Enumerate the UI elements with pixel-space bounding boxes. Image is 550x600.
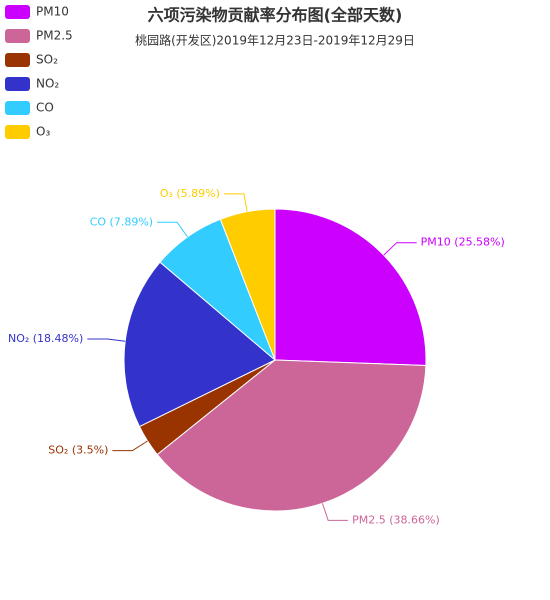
pie-slice [274,208,427,367]
legend-label: PM2.5 [36,29,73,43]
chart-title: 六项污染物贡献率分布图(全部天数) [148,6,403,25]
data-label: O₃ (5.89%) [160,187,220,200]
label-line [321,503,349,521]
legend-label: NO₂ [36,77,59,91]
pie-slice [219,208,276,361]
legend-swatch [5,5,30,19]
legend-swatch [5,101,30,115]
data-label: PM2.5 (38.66%) [352,513,440,526]
legend-label: O₃ [36,125,50,139]
label-line [112,440,148,452]
legend-label: PM10 [36,5,69,19]
label-line [383,242,417,256]
legend-swatch [5,29,30,43]
data-label: NO₂ (18.48%) [8,332,83,345]
label-line [87,338,126,342]
data-label: CO (7.89%) [90,215,153,228]
data-label: PM10 (25.58%) [421,236,505,249]
chart-subtitle: 桃园路(开发区)2019年12月23日-2019年12月29日 [135,33,415,48]
data-label: SO₂ (3.5%) [48,444,108,457]
legend-label: SO₂ [36,53,58,67]
legend-label: CO [36,101,54,115]
legend-swatch [5,77,30,91]
label-line [223,193,248,212]
legend-swatch [5,125,30,139]
label-line [157,221,188,238]
legend-swatch [5,53,30,67]
pie-slice [123,261,276,428]
